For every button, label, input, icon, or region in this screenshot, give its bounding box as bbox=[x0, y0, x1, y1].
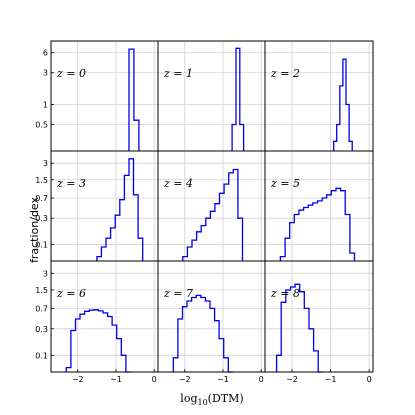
panel-frame bbox=[157, 40, 266, 152]
x-tick-label: −1 bbox=[325, 375, 337, 384]
panel-z6: 0.1 0.3 0.7 1.5 3 −2 −1 0 z = 6 bbox=[35, 260, 159, 384]
x-axis-label-sub: 10 bbox=[197, 398, 207, 407]
y-tick-label: 0.7 bbox=[35, 304, 48, 313]
x-tick-label: −1 bbox=[217, 375, 229, 384]
y-axis-label: fraction/dex bbox=[28, 196, 41, 263]
panel-frame bbox=[50, 40, 159, 152]
x-axis-label-rest: (DTM) bbox=[208, 392, 244, 405]
x-axis-label: log10(DTM) bbox=[180, 392, 243, 407]
x-tick-label: −2 bbox=[72, 375, 84, 384]
histogram-z6 bbox=[65, 309, 131, 373]
panel-z2: z = 2 bbox=[264, 40, 374, 152]
panel-z4: z = 4 bbox=[157, 150, 266, 262]
y-tick-label: 0.7 bbox=[35, 194, 48, 203]
panel-frame bbox=[264, 260, 374, 373]
y-tick-label: 0.5 bbox=[35, 121, 48, 130]
panel-label: z = 4 bbox=[163, 177, 193, 190]
x-axis-label-main: log bbox=[180, 392, 197, 405]
histogram-z1 bbox=[231, 47, 245, 151]
panel-label: z = 6 bbox=[56, 287, 86, 300]
panel-z8: −2 −1 0 z = 8 bbox=[264, 260, 374, 384]
histogram-z4 bbox=[182, 168, 244, 261]
panel-label: z = 5 bbox=[270, 177, 300, 190]
panel-z7: −2 −1 0 z = 7 bbox=[157, 260, 266, 384]
y-tick-label: 0.3 bbox=[35, 325, 48, 334]
y-tick-label: 0.3 bbox=[35, 214, 48, 223]
panel-label: z = 1 bbox=[163, 67, 193, 80]
panel-label: z = 2 bbox=[270, 67, 300, 80]
x-tick-label: −2 bbox=[179, 375, 191, 384]
panel-frame bbox=[264, 40, 374, 152]
panel-z1: z = 1 bbox=[157, 40, 266, 152]
y-tick-label: 3 bbox=[43, 269, 48, 278]
panel-z5: z = 5 bbox=[264, 150, 374, 262]
x-tick-label: −2 bbox=[286, 375, 298, 384]
panel-label: z = 0 bbox=[56, 67, 86, 80]
y-tick-label: 3 bbox=[43, 69, 48, 78]
x-tick-label: −1 bbox=[110, 375, 122, 384]
y-tick-label: 1.5 bbox=[35, 286, 48, 295]
histogram-z7 bbox=[172, 294, 233, 373]
x-tick-label: 0 bbox=[259, 375, 264, 384]
y-tick-label: 0.1 bbox=[35, 351, 48, 360]
histogram-z8 bbox=[275, 283, 323, 373]
x-tick-label: 0 bbox=[152, 375, 157, 384]
y-tick-label: 1.5 bbox=[35, 176, 48, 185]
panel-z3: 0.1 0.3 0.7 1.5 3 z = 3 bbox=[35, 150, 159, 262]
y-tick-label: 0.1 bbox=[35, 240, 48, 249]
histogram-z2 bbox=[333, 58, 353, 151]
histogram-z0 bbox=[128, 48, 140, 151]
y-tick-label: 1 bbox=[43, 100, 48, 109]
panel-grid: 0.5 1 3 6 z = 0 z = 1 z = 2 0.1 0.3 0.7 1.5 3 z = 3 z… bbox=[35, 40, 374, 384]
y-tick-label: 6 bbox=[43, 49, 48, 58]
x-tick-label: 0 bbox=[367, 375, 372, 384]
histogram-z5 bbox=[279, 187, 356, 261]
panel-label: z = 8 bbox=[270, 287, 300, 300]
panel-label: z = 3 bbox=[56, 177, 86, 190]
histogram-z3 bbox=[96, 158, 144, 261]
panel-z0: 0.5 1 3 6 z = 0 bbox=[35, 40, 159, 152]
panel-label: z = 7 bbox=[163, 287, 193, 300]
y-tick-label: 3 bbox=[43, 159, 48, 168]
